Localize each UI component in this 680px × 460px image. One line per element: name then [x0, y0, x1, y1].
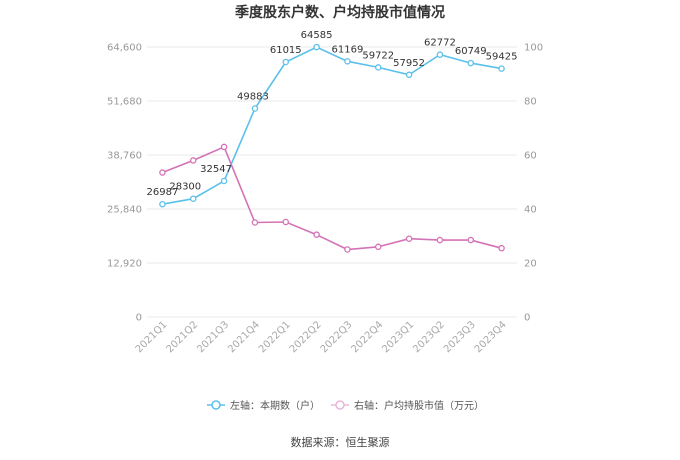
data-point-left[interactable]	[374, 64, 382, 71]
x-tick-label: 2022Q2	[288, 319, 324, 355]
series-line-right	[162, 145, 502, 251]
right-tick-label: 20	[524, 259, 537, 270]
data-label: 28300	[169, 182, 201, 193]
data-point-right[interactable]	[467, 236, 474, 244]
x-axis-ticks: 2021Q12021Q22021Q32021Q42022Q12022Q22022…	[134, 319, 509, 355]
legend-label-right: 右轴：户均持股市值（万元）	[354, 399, 484, 412]
data-point-right[interactable]	[220, 143, 228, 151]
x-tick-label: 2023Q3	[442, 319, 478, 355]
data-label: 59722	[362, 50, 394, 61]
data-label: 57952	[393, 58, 425, 69]
data-point-left[interactable]	[251, 105, 259, 112]
data-point-right[interactable]	[282, 218, 289, 226]
data-point-left[interactable]	[189, 195, 197, 202]
data-source: 数据来源：恒生聚源	[291, 435, 390, 449]
left-tick-label: 51,680	[107, 97, 142, 108]
data-label: 64585	[301, 30, 333, 41]
left-tick-label: 12,920	[107, 259, 142, 270]
x-tick-label: 2023Q2	[411, 319, 447, 355]
right-tick-label: 60	[524, 151, 537, 162]
right-axis-ticks: 0 20 40 60 80 100	[524, 43, 543, 324]
data-label: 26987	[147, 187, 179, 198]
left-axis-ticks: 0 12,920 25,840 38,760 51,680 64,600	[107, 43, 142, 324]
legend-marker-right	[335, 400, 345, 410]
data-label: 61015	[270, 45, 302, 56]
x-tick-label: 2021Q2	[165, 319, 201, 355]
legend-item-left[interactable]: 左轴：本期数（户）	[207, 399, 320, 412]
data-point-left[interactable]	[344, 58, 351, 65]
legend: 左轴：本期数（户） 右轴：户均持股市值（万元）	[207, 399, 484, 412]
right-tick-label: 100	[524, 43, 543, 54]
legend-item-right[interactable]: 右轴：户均持股市值（万元）	[331, 399, 484, 412]
data-point-right[interactable]	[374, 243, 382, 251]
data-label: 60749	[455, 46, 487, 57]
x-tick-label: 2021Q4	[226, 319, 262, 355]
data-label: 62772	[424, 38, 456, 49]
right-tick-label: 80	[524, 97, 537, 108]
data-point-left[interactable]	[436, 51, 444, 58]
left-tick-label: 64,600	[107, 43, 142, 54]
data-label: 32547	[200, 164, 232, 175]
x-tick-label: 2022Q1	[257, 319, 293, 355]
x-tick-label: 2023Q4	[473, 319, 509, 355]
left-tick-label: 0	[136, 313, 142, 324]
data-point-right[interactable]	[313, 231, 320, 238]
data-point-left[interactable]	[498, 65, 505, 72]
right-tick-label: 40	[524, 205, 537, 216]
data-point-left[interactable]	[405, 71, 413, 79]
chart-title: 季度股东户数、户均持股市值情况	[234, 4, 445, 21]
data-point-left[interactable]	[282, 58, 289, 66]
series-points	[159, 43, 505, 253]
x-tick-label: 2021Q1	[134, 319, 170, 355]
data-point-right[interactable]	[159, 169, 166, 176]
data-point-left[interactable]	[159, 200, 166, 208]
data-point-left[interactable]	[220, 177, 228, 185]
series-lines	[162, 46, 502, 251]
x-tick-label: 2022Q4	[350, 319, 386, 355]
data-point-left[interactable]	[467, 59, 474, 67]
data-point-right[interactable]	[251, 219, 259, 226]
data-point-right[interactable]	[498, 244, 505, 252]
data-label: 59425	[486, 52, 518, 63]
data-point-right[interactable]	[344, 246, 351, 253]
data-point-right[interactable]	[189, 157, 197, 164]
grid	[147, 46, 517, 318]
legend-label-left: 左轴：本期数（户）	[230, 399, 320, 412]
x-tick-label: 2021Q3	[195, 319, 231, 355]
x-tick-label: 2023Q1	[380, 319, 416, 355]
legend-marker-left	[211, 400, 221, 410]
data-label: 49883	[237, 92, 269, 103]
series-line-left	[162, 46, 502, 205]
left-tick-label: 38,760	[107, 151, 142, 162]
data-point-right[interactable]	[405, 235, 413, 242]
x-tick-label: 2022Q3	[319, 319, 355, 355]
data-label: 61169	[332, 44, 364, 55]
data-point-right[interactable]	[436, 236, 444, 244]
left-tick-label: 25,840	[107, 205, 142, 216]
right-tick-label: 0	[524, 313, 530, 324]
data-point-left[interactable]	[313, 43, 320, 51]
